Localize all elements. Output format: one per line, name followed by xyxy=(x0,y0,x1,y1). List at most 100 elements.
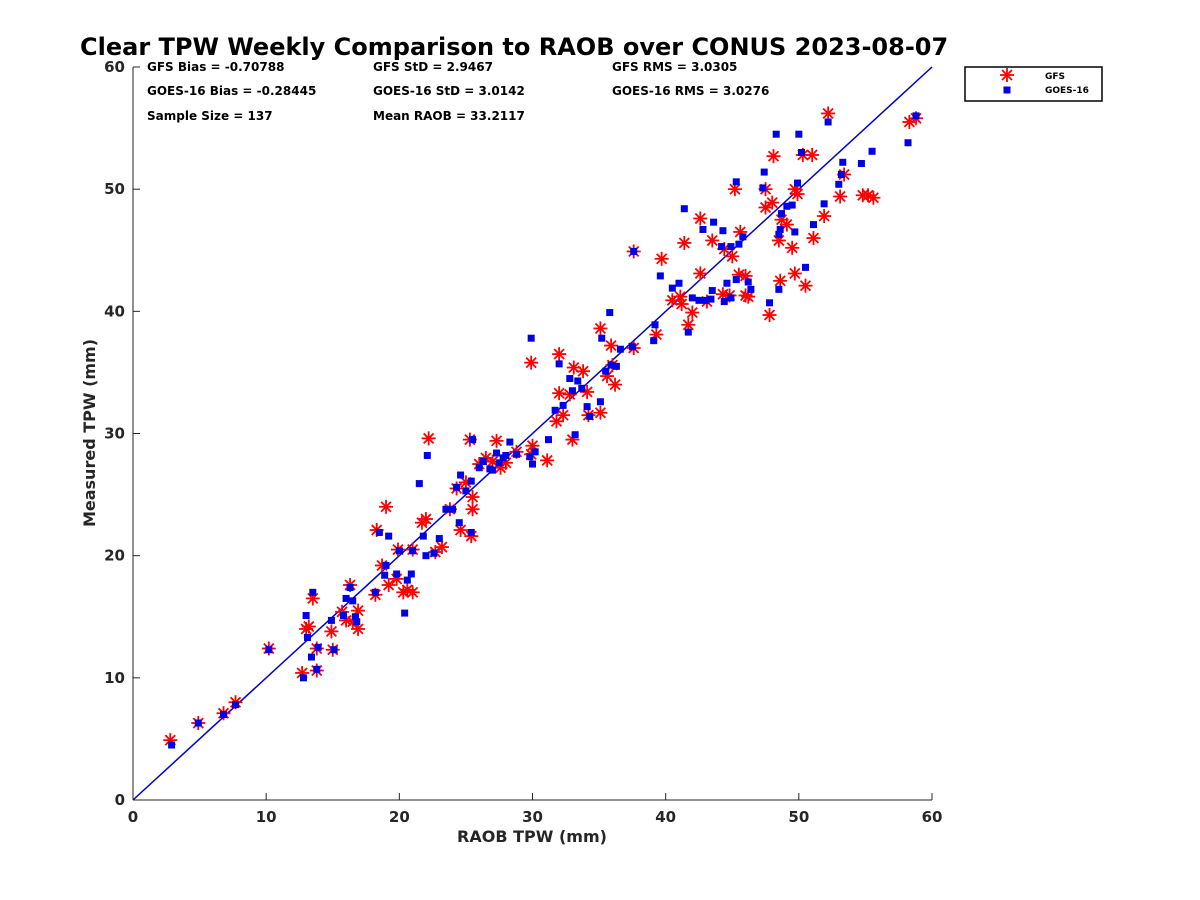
goes-16-point xyxy=(656,272,664,280)
x-axis-label: RAOB TPW (mm) xyxy=(457,827,607,846)
goes-16-point xyxy=(732,178,740,186)
goes-16-point xyxy=(583,403,591,411)
goes-16-point xyxy=(797,149,805,157)
x-tick-label: 40 xyxy=(655,808,676,826)
gfs-point xyxy=(405,585,420,600)
goes-16-point xyxy=(596,398,604,406)
gfs-point xyxy=(489,433,504,448)
goes-16-point xyxy=(382,561,390,569)
gfs-point xyxy=(674,297,689,312)
goes-16-point xyxy=(265,646,273,654)
gfs-point xyxy=(725,249,740,264)
goes-16-point xyxy=(801,263,809,271)
stats-block: GFS Bias = -0.70788 GFS StD = 2.9467 GFS… xyxy=(147,60,769,123)
stat-goes-std: GOES-16 StD = 3.0142 xyxy=(373,84,525,98)
gfs-point xyxy=(787,266,802,281)
legend-box xyxy=(964,66,1103,102)
goes-16-point xyxy=(791,228,799,236)
goes-16-point xyxy=(449,505,457,513)
goes-16-point xyxy=(571,431,579,439)
goes-16-point xyxy=(381,571,389,579)
gfs-point xyxy=(790,187,805,202)
goes-16-point xyxy=(409,547,417,555)
stat-gfs-std: GFS StD = 2.9467 xyxy=(373,60,493,74)
goes-16-point xyxy=(469,436,477,444)
goes-16-point xyxy=(353,618,361,626)
goes-16-point xyxy=(612,362,620,370)
goes-16-point xyxy=(739,233,747,241)
gfs-point xyxy=(738,268,753,283)
y-tick-label: 0 xyxy=(115,791,125,809)
goes-16-point xyxy=(719,227,727,235)
y-tick-label: 10 xyxy=(104,669,125,687)
goes-16-point xyxy=(430,549,438,557)
goes-16-point xyxy=(299,674,307,682)
gfs-point xyxy=(762,307,777,322)
gfs-point xyxy=(705,233,720,248)
goes-16-point xyxy=(607,361,615,369)
goes-16-point xyxy=(783,202,791,210)
goes-16-point xyxy=(727,243,735,251)
goes-16-point xyxy=(675,279,683,287)
stat-sample-size: Sample Size = 137 xyxy=(147,109,273,123)
goes-16-point xyxy=(349,597,357,605)
gfs-point xyxy=(580,384,595,399)
goes-16-point xyxy=(723,279,731,287)
goes-16-point xyxy=(668,284,676,292)
x-tick-label: 60 xyxy=(922,808,943,826)
legend: GFS GOES-16 xyxy=(964,66,1103,102)
goes-16-point xyxy=(766,299,774,307)
gfs-point xyxy=(608,377,623,392)
y-tick-label: 30 xyxy=(104,425,125,443)
gfs-point xyxy=(817,209,832,224)
gfs-point xyxy=(434,540,449,555)
goes-16-point xyxy=(835,180,843,188)
gfs-point xyxy=(552,347,567,362)
goes-16-point xyxy=(435,535,443,543)
x-tick-label: 50 xyxy=(788,808,809,826)
goes-16-point xyxy=(307,653,315,661)
goes-16-point xyxy=(502,451,510,459)
goes-16-point xyxy=(475,464,483,472)
goes-16-point xyxy=(735,240,743,248)
goes-16-point xyxy=(809,221,817,229)
goes-16-point xyxy=(506,438,514,446)
goes-16-point xyxy=(695,296,703,304)
x-tick-label: 10 xyxy=(256,808,277,826)
legend-goes-marker xyxy=(1003,86,1011,94)
goes-16-point xyxy=(375,528,383,536)
gfs-point xyxy=(324,624,339,639)
chart-title: Clear TPW Weekly Comparison to RAOB over… xyxy=(80,33,948,61)
gfs-point xyxy=(552,386,567,401)
goes-16-point xyxy=(513,450,521,458)
goes-16-point xyxy=(759,184,767,192)
gfs-point xyxy=(685,305,700,320)
gfs-point xyxy=(773,273,788,288)
goes-16-point xyxy=(529,460,536,468)
goes-16-point xyxy=(707,295,715,303)
goes-16-point xyxy=(371,588,379,596)
goes-16-point xyxy=(912,112,920,120)
goes-16-point xyxy=(837,171,845,179)
gfs-point xyxy=(576,364,591,379)
gfs-point xyxy=(798,278,813,293)
gfs-point xyxy=(821,106,836,121)
goes-16-point xyxy=(401,609,409,617)
goes-16-point xyxy=(351,613,359,621)
goes-16-point xyxy=(857,160,865,168)
goes-16-point xyxy=(395,547,403,555)
y-tick-label: 60 xyxy=(104,58,125,76)
goes-16-point xyxy=(489,466,497,474)
legend-gfs-marker xyxy=(1000,68,1014,82)
goes-16-point xyxy=(794,179,802,187)
goes-16-point xyxy=(422,552,430,560)
goes-16-point xyxy=(574,377,582,385)
goes-16-point xyxy=(309,588,317,596)
goes-16-point xyxy=(527,334,535,342)
goes-16-point xyxy=(586,412,594,420)
gfs-point xyxy=(785,240,800,255)
goes-16-point xyxy=(651,321,659,329)
goes-16-point xyxy=(788,201,796,209)
goes-16-point xyxy=(531,448,539,456)
goes-16-point xyxy=(775,230,783,238)
